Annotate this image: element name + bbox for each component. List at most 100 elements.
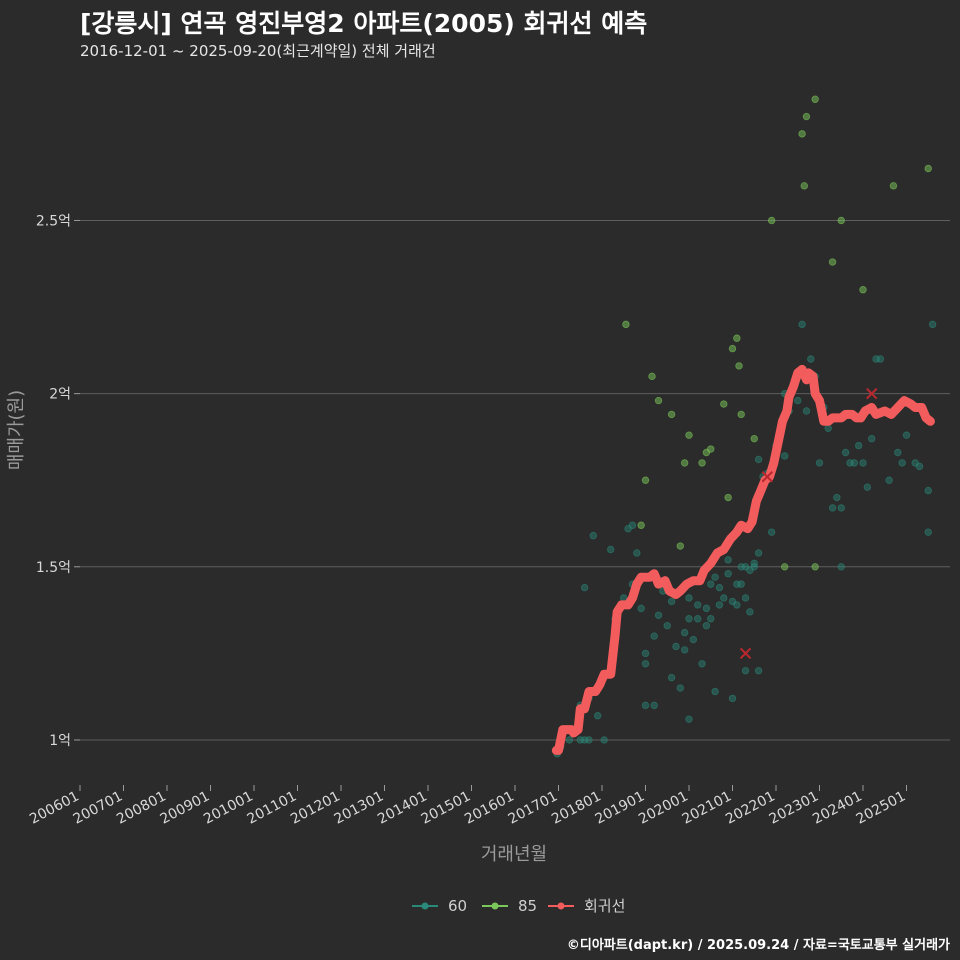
data-point-60 [924,528,932,536]
x-tick-label: 201001 [201,788,256,827]
x-tick-label: 201401 [375,788,430,827]
data-point-85 [798,130,806,138]
data-point-60 [707,615,715,623]
data-point-60 [876,355,885,363]
data-point-60 [702,604,711,613]
data-point-85 [685,431,693,439]
x-tick-label: 202301 [767,788,822,827]
data-point-60 [859,459,867,467]
regression-line [551,364,935,755]
x-tick-label: 201201 [288,788,343,827]
outlier-markers [739,387,878,660]
data-point-60 [711,573,719,581]
data-point-85 [837,216,845,225]
data-point-60 [694,601,702,609]
y-axis-title: 매매가(원) [6,390,27,470]
data-point-85 [811,563,819,571]
data-point-60 [650,632,658,640]
data-point-60 [667,597,676,606]
x-tick-label: 200801 [114,788,169,827]
data-point-60 [868,434,876,443]
data-point-85 [622,320,630,329]
data-point-60 [685,615,693,623]
data-point-60 [698,660,706,668]
data-point-85 [889,182,898,190]
data-point-60 [833,493,841,502]
data-point-60 [781,452,789,460]
data-point-60 [724,556,732,564]
data-point-60 [828,504,837,512]
data-point-60 [837,504,845,512]
data-point-85 [724,493,732,502]
data-point-60 [737,580,745,588]
series-85-points [622,95,932,571]
x-tick-label: 201901 [593,788,648,827]
series-60-points [552,320,937,758]
data-point-60 [894,448,902,457]
data-point-60 [746,608,754,616]
y-tick-label: 2억 [49,387,71,403]
data-point-60 [707,580,715,588]
data-point-60 [898,459,906,467]
data-point-60 [694,615,702,623]
data-point-60 [750,559,758,568]
data-point-85 [811,95,819,103]
legend-label: 85 [518,897,537,915]
data-point-60 [593,712,602,720]
data-point-60 [924,486,932,495]
data-point-60 [854,441,863,450]
legend-item: 85 [482,897,537,915]
legend-swatch-dot [421,902,429,910]
data-point-60 [641,649,650,658]
legend-swatch-dot [491,902,499,910]
data-point-60 [902,431,911,439]
data-point-85 [720,400,728,408]
data-point-85 [654,396,663,405]
data-point-85 [737,410,745,419]
data-point-85 [800,182,808,190]
data-point-60 [754,549,763,557]
data-point-60 [663,621,671,630]
data-point-85 [648,372,656,381]
data-point-60 [850,459,858,467]
data-point-85 [698,459,706,467]
x-tick-label: 200701 [71,788,126,827]
data-point-60 [689,635,698,644]
x-tick-label: 202401 [810,788,865,827]
data-point-60 [580,583,589,592]
data-point-60 [680,628,689,637]
y-tick-label: 1억 [49,733,71,749]
data-point-85 [767,216,776,225]
data-point-85 [924,164,932,173]
x-tick-label: 202101 [680,788,735,827]
data-point-85 [728,344,737,353]
data-point-60 [767,528,776,536]
data-point-85 [680,459,689,467]
outlier-cross [739,647,752,660]
x-tick-label: 202201 [723,788,778,827]
data-point-60 [915,462,924,471]
data-point-60 [641,701,650,710]
data-point-60 [798,320,806,329]
x-axis-title: 거래년월 [481,844,547,865]
data-point-85 [667,410,676,419]
data-point-60 [654,611,663,619]
data-point-60 [720,594,728,602]
legend-swatch-dot [557,902,565,910]
x-tick-label: 200601 [27,788,82,827]
data-point-85 [733,334,741,342]
data-point-60 [628,521,637,529]
chart-title: [강릉시] 연곡 영진부영2 아파트(2005) 회귀선 예측 [80,9,648,38]
regression-path [551,364,935,755]
data-point-85 [781,563,789,571]
x-tick-label: 201801 [549,788,604,827]
data-point-60 [724,570,732,578]
x-tick-label: 201301 [332,788,387,827]
data-point-60 [589,531,597,540]
data-point-60 [824,424,832,432]
x-tick-label: 202501 [854,788,909,827]
data-point-60 [711,687,719,696]
data-point-60 [741,594,750,602]
outlier-cross [761,471,774,483]
